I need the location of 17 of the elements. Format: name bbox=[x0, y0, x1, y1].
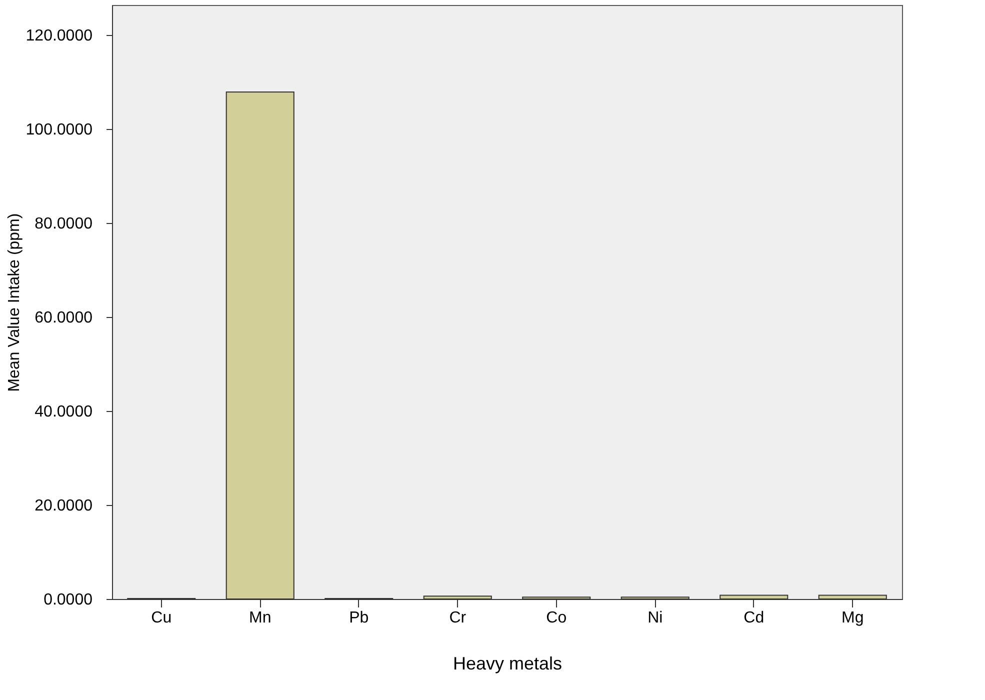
y-tick-label: 120.0000 bbox=[26, 28, 93, 45]
x-tick-label: Cd bbox=[744, 610, 764, 626]
y-tick-label: 100.0000 bbox=[26, 122, 93, 139]
x-tick-label: Cu bbox=[151, 610, 172, 626]
x-tick-label: Mn bbox=[249, 610, 272, 626]
y-tick-label: 20.0000 bbox=[34, 498, 93, 515]
x-tick-label: Mg bbox=[842, 610, 864, 626]
x-tick-label: Cr bbox=[449, 610, 467, 626]
x-axis-title: Heavy metals bbox=[452, 654, 562, 674]
y-axis-title: Mean Value Intake (ppm) bbox=[6, 213, 23, 392]
x-tick-label: Co bbox=[546, 610, 567, 626]
y-tick-label: 60.0000 bbox=[34, 310, 93, 327]
y-tick-label: 40.0000 bbox=[34, 404, 93, 421]
x-tick-label: Ni bbox=[648, 610, 663, 626]
x-tick-label: Pb bbox=[349, 610, 369, 626]
y-tick-label: 0.0000 bbox=[44, 592, 93, 608]
y-tick-label: 80.0000 bbox=[34, 216, 93, 233]
